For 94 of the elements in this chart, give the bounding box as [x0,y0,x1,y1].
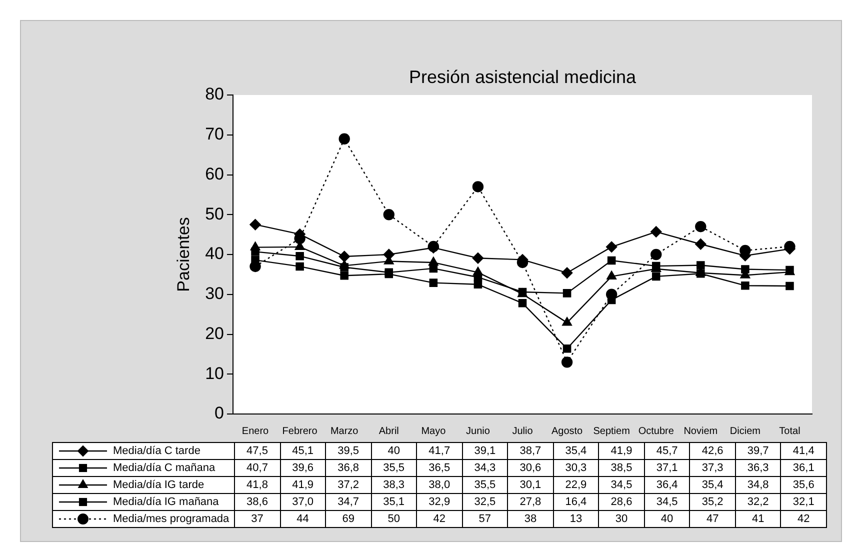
data-label: 34,7 [326,494,372,510]
y-tick-label: 80 [205,84,224,104]
x-tick-label: Noviem [684,426,718,437]
data-label: 30,1 [508,476,554,494]
y-tick-label: 40 [205,244,224,264]
data-label: 35,4 [690,476,736,494]
data-label: 37 [234,510,280,528]
y-axis-title: Pacientes [174,217,193,292]
data-label: 34,3 [462,460,508,476]
data-label: 45,7 [644,442,690,460]
data-label: 36,5 [416,460,462,476]
y-tick-label: 10 [205,364,224,383]
x-tick-label: Enero [242,426,270,437]
data-label: 37,3 [690,460,736,476]
data-label: 38,5 [598,460,644,476]
legend-label: Media/mes programada [113,513,230,525]
data-label: 42 [780,510,826,528]
data-label: 37,1 [644,460,690,476]
data-label: 40 [371,442,417,460]
data-label: 41 [735,510,781,528]
data-label: 40 [644,510,690,528]
data-label: 39,6 [280,460,326,476]
data-label: 38,6 [234,494,280,510]
data-label: 27,8 [508,494,554,510]
data-label: 69 [326,510,372,528]
y-tick-label: 50 [205,204,224,224]
data-label: 32,5 [462,494,508,510]
legend-label: Media/día IG tarde [113,479,204,491]
x-tick-label: Agosto [551,426,584,437]
data-label: 34,8 [735,476,781,494]
data-label: 38 [508,510,554,528]
chart-title: Presión asistencial medicina [408,67,638,88]
data-label: 35,2 [690,494,736,510]
legend-label: Media/día C mañana [113,462,216,474]
data-label: 22,9 [553,476,599,494]
data-label: 32,1 [780,494,826,510]
data-label: 38,7 [508,442,554,460]
x-tick-label: Total [779,426,800,437]
data-label: 45,1 [280,442,326,460]
data-label: 36,4 [644,476,690,494]
data-label: 35,5 [371,460,417,476]
x-tick-label: Diciem [730,426,760,437]
x-tick-label: Julio [512,426,534,437]
data-label: 39,7 [735,442,781,460]
x-tick-label: Septiem [593,426,630,437]
data-label: 42,6 [690,442,736,460]
x-tick-label: Abril [378,426,399,437]
data-label: 35,4 [553,442,599,460]
data-label: 32,2 [735,494,781,510]
data-label: 41,9 [280,476,326,494]
y-tick-label: 70 [205,124,224,144]
data-label: 42 [416,510,462,528]
x-tick-label: Febrero [282,426,318,437]
data-label: 34,5 [644,494,690,510]
data-label: 30,6 [508,460,554,476]
data-label: 36,3 [735,460,781,476]
legend-label: Media/día C tarde [113,445,200,457]
y-tick-label: 30 [205,284,224,304]
data-label: 41,9 [598,442,644,460]
data-label: 41,8 [234,476,280,494]
data-label: 41,7 [416,442,462,460]
x-tick-label: Octubre [638,426,674,437]
legend-label: Media/día IG mañana [113,496,219,508]
data-label: 38,0 [416,476,462,494]
data-label: 38,3 [371,476,417,494]
data-label: 35,6 [780,476,826,494]
data-label: 32,9 [416,494,462,510]
data-label: 30,3 [553,460,599,476]
data-label: 37,2 [326,476,372,494]
data-label: 34,5 [598,476,644,494]
x-tick-label: Marzo [330,426,359,437]
data-label: 39,1 [462,442,508,460]
y-tick-label: 0 [214,404,224,423]
data-label: 35,1 [371,494,417,510]
data-label: 36,8 [326,460,372,476]
data-label: 50 [371,510,417,528]
data-label: 47 [690,510,736,528]
data-label: 41,4 [780,442,826,460]
data-label: 36,1 [780,460,826,476]
data-label: 35,5 [462,476,508,494]
data-label: 39,5 [326,442,372,460]
data-label: 40,7 [234,460,280,476]
x-tick-label: Mayo [421,426,446,437]
data-label: 28,6 [598,494,644,510]
data-label: 30 [598,510,644,528]
data-label: 47,5 [234,442,280,460]
data-label: 37,0 [280,494,326,510]
data-label: 13 [553,510,599,528]
data-label: 16,4 [553,494,599,510]
y-tick-label: 60 [205,164,224,184]
x-tick-label: Junio [466,426,490,437]
data-label: 44 [280,510,326,528]
y-tick-label: 20 [205,324,224,343]
data-label: 57 [462,510,508,528]
